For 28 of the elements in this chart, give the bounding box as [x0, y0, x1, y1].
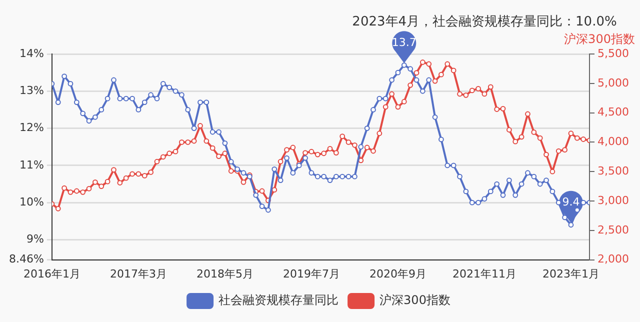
chart-title: 2023年4月，社会融资规模存量同比：10.0%: [352, 14, 617, 30]
y2-tick-label: 2,000: [598, 252, 630, 266]
x-tick-label: 2017年3月: [110, 267, 167, 280]
x-tick-label: 2019年7月: [282, 267, 340, 280]
y2-tick-label: 3,500: [598, 164, 630, 178]
y2-tick-label: 5,500: [598, 46, 630, 60]
x-tick-label: 2021年11月: [452, 267, 516, 280]
y-tick-label: 14%: [19, 46, 44, 60]
x-tick-label: 2023年1月: [542, 267, 600, 280]
y-tick-label: 13%: [19, 84, 44, 98]
annotation: 9.4: [562, 196, 580, 209]
legend-label: 社会融资规模存量同比: [218, 293, 339, 308]
legend-label: 沪深300指数: [380, 293, 450, 308]
y2-tick-label: 2,500: [598, 223, 630, 236]
x-tick-label: 2018年5月: [196, 267, 254, 280]
y-tick-label: 10%: [19, 195, 44, 208]
y-tick-label: 9%: [26, 232, 44, 246]
y2-axis-title: 沪深300指数: [564, 32, 635, 46]
x-tick-label: 2016年1月: [23, 267, 80, 280]
y-tick-label: 8.46%: [8, 252, 44, 266]
x-tick-label: 2020年9月: [369, 267, 426, 280]
y-tick-label: 11%: [19, 158, 44, 172]
y2-tick-label: 4,500: [598, 106, 630, 119]
y2-tick-label: 3,000: [598, 194, 630, 207]
annotation: 13.7: [392, 36, 416, 50]
y2-tick-label: 5,000: [598, 76, 630, 90]
y2-tick-label: 4,000: [598, 135, 630, 148]
y-tick-label: 12%: [19, 121, 44, 134]
